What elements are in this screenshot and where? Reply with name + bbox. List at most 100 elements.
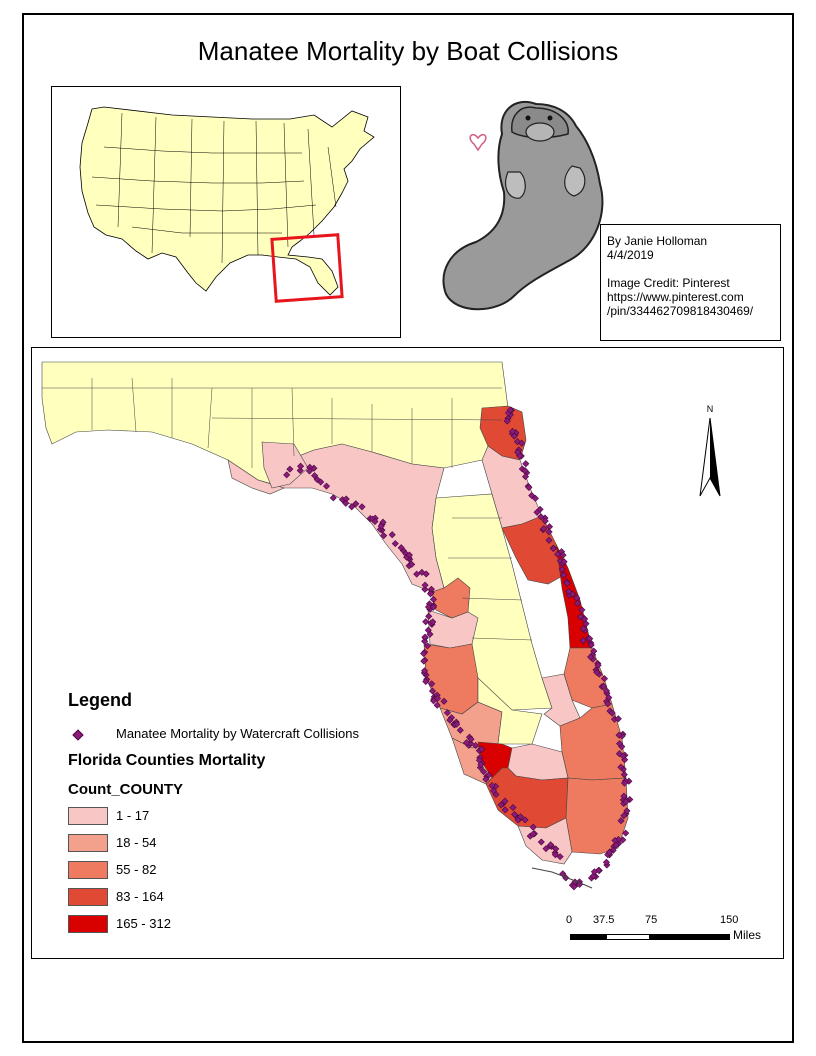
mortality-point [617,817,625,825]
mortality-point [388,531,396,539]
credit-date: 4/4/2019 [607,248,654,262]
manatee-snout [525,122,555,142]
legend-field-name: Count_COUNTY [68,781,183,798]
mortality-point [478,745,486,753]
mortality-point [545,528,553,536]
heart-icon [469,133,487,152]
mortality-point [420,657,428,665]
us-inset-map [51,86,401,338]
mortality-point [541,517,549,525]
mortality-point [578,606,586,614]
mortality-point [283,471,291,479]
mortality-point [586,635,594,643]
mortality-point [380,532,388,540]
mortality-point [429,595,437,603]
mortality-point [425,612,433,620]
mortality-point [421,585,429,593]
mortality-points [283,406,634,891]
mortality-point [506,406,514,414]
mortality-point [552,845,560,853]
mortality-point [297,462,305,470]
mortality-point [391,540,399,548]
credit-author: By Janie Holloman [607,234,708,248]
us-state-lines [91,112,337,264]
mortality-point [446,716,454,724]
mortality-point [514,448,522,456]
legend-class-2: 18 - 54 [68,834,368,852]
mortality-point [594,661,602,669]
mortality-point [587,641,595,649]
mortality-point [296,466,304,475]
mortality-point [352,500,360,508]
county-region-panhandle-west [261,441,309,489]
mortality-point [509,803,517,812]
credit-image-source: Image Credit: Pinterest [607,276,730,290]
legend-swatch [68,888,108,906]
county-region-westcoast-light [427,609,479,649]
mortality-point [472,741,480,750]
legend-class-1: 1 - 17 [68,807,368,825]
mortality-point [582,620,590,628]
mortality-point [429,618,437,626]
mortality-point [540,525,548,533]
manatee-eye-left [525,115,531,121]
mortality-point [348,503,356,511]
north-arrow: N [694,402,726,498]
mortality-point [570,883,578,891]
us-inset-svg [79,106,375,303]
scale-segment-2 [606,934,650,940]
mortality-point [490,787,498,795]
mortality-point [593,668,601,676]
florida-highlight-box [270,233,344,303]
mortality-point [426,590,435,598]
mortality-point [620,779,629,787]
legend-class-4: 83 - 164 [68,888,368,906]
mortality-point [616,740,624,748]
scale-tick-1: 37.5 [593,914,615,926]
credit-url-line2: /pin/334462709818430469/ [607,304,754,318]
manatee-body [442,101,604,311]
mortality-point [622,829,630,837]
mortality-point [521,467,529,475]
mortality-point [602,687,611,695]
legend-class-label: 1 - 17 [116,808,150,823]
mortality-point [614,715,622,723]
mortality-point [428,680,436,688]
mortality-point [421,637,429,645]
mortality-point [397,544,405,552]
mortality-point [560,558,568,566]
mortality-point [611,836,619,845]
mortality-point [322,482,331,490]
mortality-point [286,465,294,473]
mortality-point [422,677,430,686]
florida-keys [531,867,593,889]
mortality-point [482,775,490,783]
north-label: N [707,404,714,414]
manatee-eye-right [547,115,553,121]
map-frame [22,13,794,1043]
mortality-point [421,581,429,589]
legend-class-5: 165 - 312 [68,915,368,933]
mortality-point [622,798,630,806]
mortality-point [501,797,509,805]
mortality-point [377,522,385,530]
legend-class-label: 55 - 82 [116,862,157,877]
florida-map-svg [41,361,634,891]
mortality-point [559,551,567,559]
mortality-point [342,495,350,503]
mortality-point [619,752,627,760]
mortality-point [549,545,557,553]
mortality-point [510,432,518,440]
mortality-point [485,771,493,779]
mortality-point [537,838,545,846]
mortality-point [623,807,631,815]
mortality-point [317,478,325,486]
mortality-point [573,599,582,607]
mortality-point [604,700,612,708]
mortality-point [371,517,379,526]
us-outline [79,106,375,296]
mortality-point [421,667,429,675]
scale-segment-1 [570,934,606,940]
mortality-point [423,642,432,650]
mortality-point [529,823,537,831]
